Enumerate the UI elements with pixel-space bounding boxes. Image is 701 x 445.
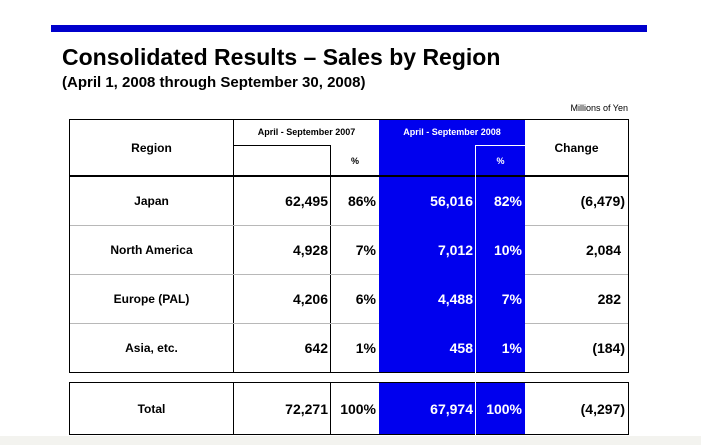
row-label: Europe (PAL) — [113, 292, 190, 306]
column-header-change: Change — [554, 140, 599, 155]
column-header-region: Region — [131, 140, 172, 155]
row-label: Japan — [134, 194, 169, 208]
cell-2008-value: 4,488 — [437, 291, 473, 307]
cell-2007-value: 4,928 — [292, 242, 328, 258]
column-header-2007-pct: % — [350, 155, 359, 166]
units-note: Millions of Yen — [570, 103, 628, 113]
total-change: (4,297) — [580, 400, 625, 417]
column-header-2008: April - September 2008 — [403, 127, 501, 137]
cell-2007-value: 62,495 — [285, 193, 328, 209]
row-label: North America — [110, 243, 193, 257]
cell-2008-value: 7,012 — [437, 242, 473, 258]
cell-2008-pct: 1% — [501, 340, 522, 356]
top-accent-bar — [51, 25, 647, 32]
cell-2007-pct: 6% — [355, 291, 376, 307]
total-label: Total — [137, 401, 166, 416]
total-2007-value: 72,271 — [285, 400, 328, 417]
total-2008-pct: 100% — [486, 400, 522, 417]
cell-2007-pct: 1% — [355, 340, 376, 356]
highlight-2008-total — [379, 382, 525, 435]
highlight-2008-main — [379, 119, 525, 373]
page-title: Consolidated Results – Sales by Region — [62, 44, 501, 70]
cell-change: (6,479) — [580, 193, 625, 209]
cell-change: 282 — [597, 291, 621, 307]
cell-2008-value: 458 — [449, 340, 473, 356]
cell-2007-value: 4,206 — [292, 291, 328, 307]
cell-2007-value: 642 — [304, 340, 328, 356]
cell-change: (184) — [592, 340, 625, 356]
column-header-2007: April - September 2007 — [257, 127, 356, 137]
cell-2008-pct: 7% — [501, 291, 522, 307]
row-label: Asia, etc. — [125, 341, 178, 355]
cell-2007-pct: 7% — [355, 242, 376, 258]
total-2007-pct: 100% — [340, 400, 376, 417]
cell-change: 2,084 — [585, 242, 621, 258]
cell-2008-pct: 10% — [493, 242, 522, 258]
total-2008-value: 67,974 — [430, 400, 473, 417]
cell-2007-pct: 86% — [347, 193, 376, 209]
bottom-band — [0, 436, 701, 445]
cell-2008-pct: 82% — [493, 193, 522, 209]
cell-2008-value: 56,016 — [430, 193, 473, 209]
column-header-2008-pct: % — [496, 155, 505, 166]
page-subtitle: (April 1, 2008 through September 30, 200… — [62, 74, 366, 91]
